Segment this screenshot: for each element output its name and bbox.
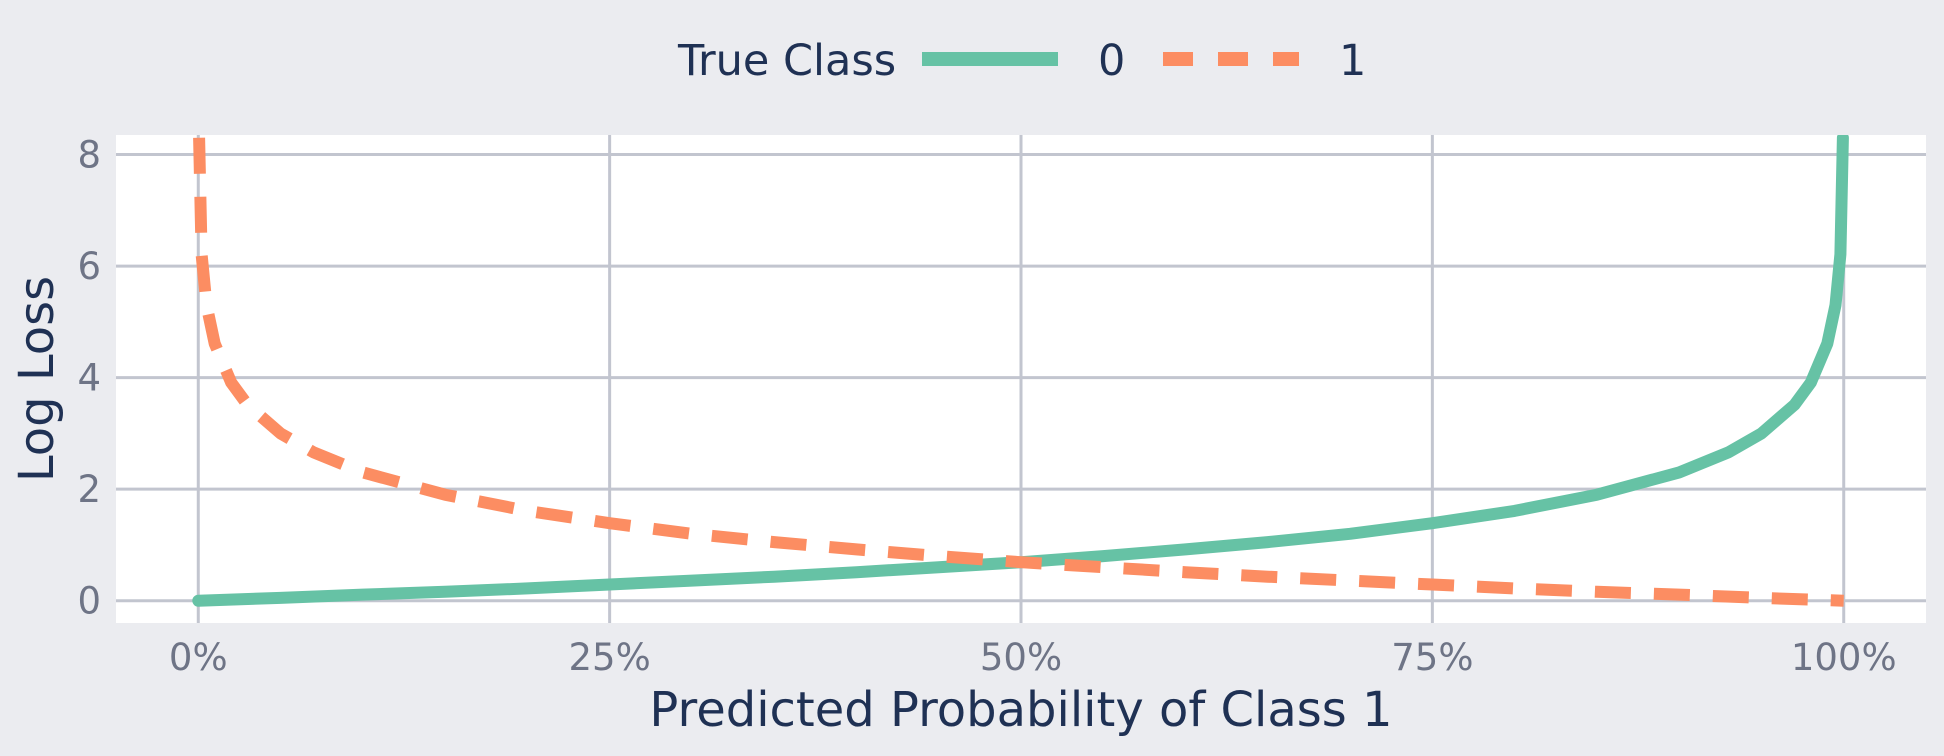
legend-label-1: 1 (1339, 36, 1366, 86)
y-tick-label: 6 (77, 245, 101, 288)
x-axis-ticks: 0% 25% 50% 75% 100% (169, 636, 1897, 679)
x-tick-label: 25% (569, 636, 651, 679)
y-axis-ticks: 0 2 4 6 8 (77, 134, 101, 623)
y-tick-label: 2 (77, 468, 101, 511)
legend-label-0: 0 (1098, 36, 1125, 86)
series-layer (192, 135, 1849, 607)
y-tick-label: 4 (77, 357, 101, 400)
legend-title: True Class (677, 36, 896, 86)
y-axis-title: Log Loss (9, 276, 65, 482)
x-axis-title: Predicted Probability of Class 1 (649, 682, 1392, 738)
x-tick-label: 100% (1791, 636, 1897, 679)
x-tick-label: 75% (1391, 636, 1473, 679)
x-tick-label: 50% (980, 636, 1062, 679)
series-line-0 (192, 135, 1849, 607)
y-tick-label: 8 (77, 134, 101, 177)
legend: True Class 0 1 (677, 36, 1366, 86)
x-tick-label: 0% (169, 636, 228, 679)
y-tick-label: 0 (77, 580, 101, 623)
series-line-1 (193, 137, 1844, 607)
